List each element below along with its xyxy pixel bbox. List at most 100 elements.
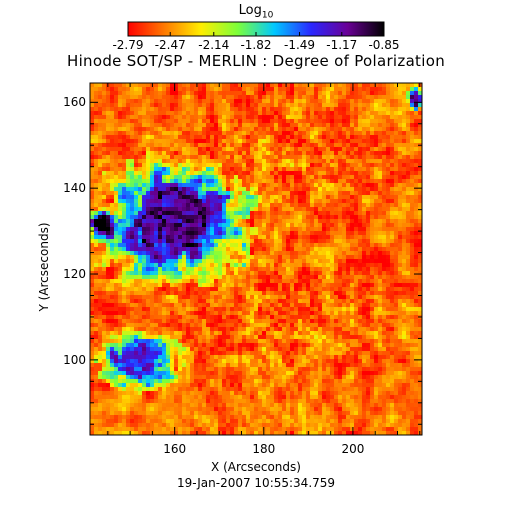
heatmap-cell (358, 287, 362, 291)
heatmap-cell (210, 211, 214, 215)
heatmap-cell (382, 183, 386, 187)
heatmap-cell (398, 123, 402, 127)
heatmap-cell (222, 87, 226, 91)
heatmap-cell (178, 195, 182, 199)
heatmap-cell (166, 251, 170, 255)
heatmap-cell (402, 211, 406, 215)
heatmap-cell (298, 283, 302, 287)
heatmap-cell (354, 167, 358, 171)
heatmap-cell (94, 203, 98, 207)
heatmap-cell (210, 215, 214, 219)
heatmap-cell (118, 191, 122, 195)
heatmap-cell (334, 227, 338, 231)
heatmap-cell (274, 155, 278, 159)
heatmap-cell (406, 115, 410, 119)
heatmap-cell (162, 143, 166, 147)
heatmap-cell (326, 315, 330, 319)
heatmap-cell (342, 95, 346, 99)
heatmap-cell (142, 175, 146, 179)
heatmap-cell (98, 151, 102, 155)
heatmap-cell (398, 163, 402, 167)
heatmap-cell (358, 187, 362, 191)
heatmap-cell (118, 243, 122, 247)
heatmap-cell (262, 215, 266, 219)
heatmap-cell (226, 175, 230, 179)
heatmap-cell (406, 167, 410, 171)
heatmap-cell (274, 267, 278, 271)
heatmap-cell (366, 243, 370, 247)
heatmap-cell (166, 171, 170, 175)
heatmap-cell (290, 147, 294, 151)
heatmap-cell (406, 211, 410, 215)
heatmap-cell (354, 87, 358, 91)
heatmap-cell (318, 311, 322, 315)
heatmap-cell (366, 311, 370, 315)
heatmap-cell (346, 219, 350, 223)
heatmap-cell (302, 291, 306, 295)
heatmap-cell (186, 119, 190, 123)
heatmap-cell (286, 155, 290, 159)
heatmap-cell (318, 91, 322, 95)
heatmap-cell (210, 299, 214, 303)
heatmap-cell (110, 83, 114, 87)
heatmap-cell (258, 131, 262, 135)
heatmap-cell (310, 119, 314, 123)
heatmap-cell (398, 159, 402, 163)
heatmap-cell (158, 111, 162, 115)
heatmap-cell (202, 103, 206, 107)
heatmap-cell (294, 159, 298, 163)
heatmap-cell (398, 239, 402, 243)
heatmap-cell (186, 199, 190, 203)
heatmap-cell (282, 227, 286, 231)
heatmap-cell (330, 87, 334, 91)
heatmap-cell (294, 143, 298, 147)
heatmap-cell (214, 131, 218, 135)
heatmap-cell (178, 151, 182, 155)
heatmap-cell (386, 251, 390, 255)
heatmap-cell (342, 275, 346, 279)
heatmap-cell (170, 267, 174, 271)
heatmap-cell (238, 211, 242, 215)
heatmap-cell (150, 211, 154, 215)
heatmap-cell (98, 259, 102, 263)
heatmap-cell (174, 155, 178, 159)
heatmap-cell (206, 299, 210, 303)
heatmap-cell (314, 287, 318, 291)
heatmap-cell (170, 195, 174, 199)
heatmap-cell (386, 219, 390, 223)
heatmap-cell (358, 299, 362, 303)
heatmap-cell (126, 175, 130, 179)
heatmap-cell (410, 275, 414, 279)
heatmap-cell (410, 271, 414, 275)
heatmap-cell (186, 91, 190, 95)
heatmap-cell (270, 99, 274, 103)
heatmap-cell (370, 295, 374, 299)
heatmap-cell (178, 191, 182, 195)
heatmap-cell (362, 143, 366, 147)
heatmap-cell (138, 287, 142, 291)
heatmap-cell (242, 219, 246, 223)
heatmap-cell (374, 139, 378, 143)
heatmap-cell (90, 107, 94, 111)
heatmap-cell (318, 247, 322, 251)
heatmap-cell (414, 307, 418, 311)
heatmap-cell (346, 159, 350, 163)
heatmap-cell (294, 183, 298, 187)
heatmap-cell (118, 183, 122, 187)
heatmap-cell (318, 147, 322, 151)
heatmap-cell (318, 175, 322, 179)
heatmap-cell (390, 303, 394, 307)
heatmap-cell (266, 291, 270, 295)
heatmap-cell (358, 267, 362, 271)
heatmap-cell (382, 203, 386, 207)
heatmap-cell (222, 143, 226, 147)
heatmap-cell (98, 287, 102, 291)
heatmap-cell (362, 243, 366, 247)
heatmap-cell (318, 111, 322, 115)
heatmap-cell (178, 99, 182, 103)
heatmap-cell (122, 111, 126, 115)
heatmap-cell (314, 115, 318, 119)
heatmap-cell (166, 87, 170, 91)
heatmap-cell (154, 147, 158, 151)
heatmap-cell (102, 143, 106, 147)
